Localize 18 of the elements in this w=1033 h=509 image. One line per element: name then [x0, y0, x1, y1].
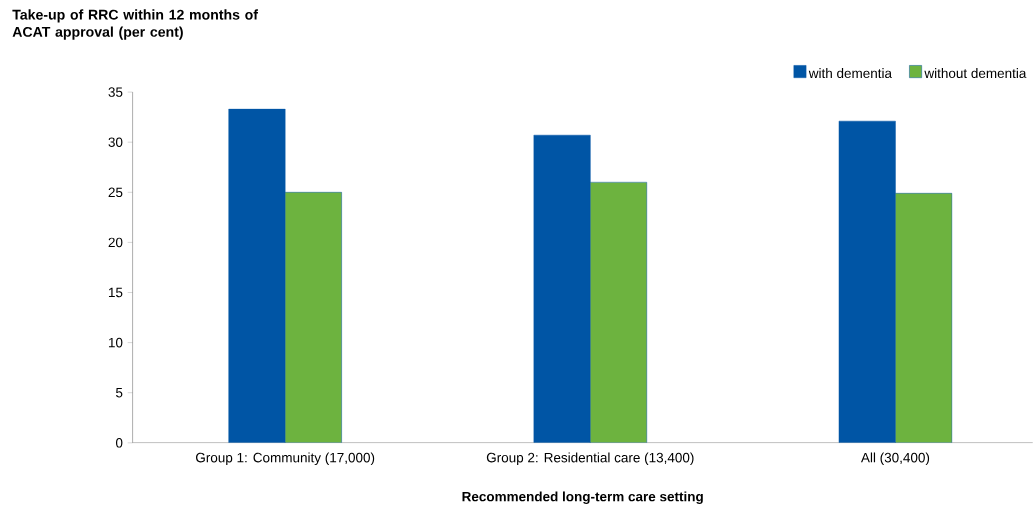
legend-label: with dementia [808, 68, 892, 79]
y-tick-label: 30 [108, 137, 123, 148]
x-tick-label: Group 1: Community (17,000) [196, 452, 375, 466]
bar [895, 193, 953, 444]
chart-title: Take-up of RRC within 12 months of ACAT approval (per cent) [12, 9, 259, 40]
y-tick-label: 5 [116, 388, 123, 398]
y-tick-label: 35 [108, 87, 123, 98]
bar [590, 182, 648, 444]
y-tick-label: 0 [115, 438, 123, 448]
bar [284, 192, 342, 444]
legend-label: without dementia [924, 68, 1027, 79]
y-tick-label: 15 [108, 288, 123, 298]
y-tick-label: 20 [108, 237, 123, 248]
x-tick-label: Group 2: Residential care (13,400) [486, 452, 694, 466]
y-tick-label: 10 [108, 338, 123, 348]
y-tick-label: 25 [108, 187, 123, 198]
x-axis-title: Recommended long-term care setting [462, 491, 703, 505]
x-tick-label: All (30,400) [860, 452, 930, 466]
